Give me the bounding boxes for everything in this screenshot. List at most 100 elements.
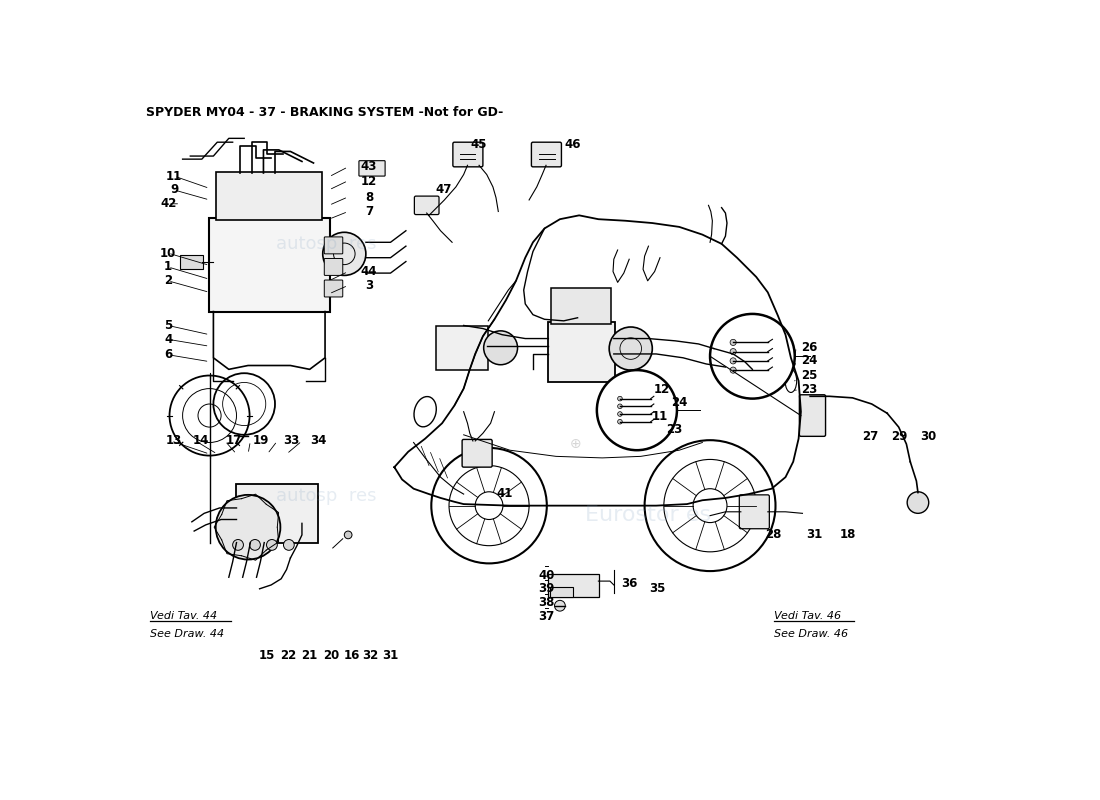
Text: 36: 36 [621, 578, 638, 590]
Text: 22: 22 [280, 649, 297, 662]
Text: 26: 26 [801, 341, 817, 354]
Text: 8: 8 [365, 190, 373, 203]
Text: 10: 10 [161, 246, 176, 259]
Text: See Draw. 44: See Draw. 44 [151, 630, 224, 639]
Text: 19: 19 [253, 434, 270, 447]
FancyBboxPatch shape [415, 196, 439, 214]
Text: 41: 41 [496, 487, 513, 500]
Text: 1: 1 [164, 260, 173, 273]
FancyBboxPatch shape [739, 495, 769, 529]
FancyBboxPatch shape [800, 394, 825, 436]
Text: 31: 31 [806, 528, 823, 541]
Text: 24: 24 [801, 354, 817, 367]
Circle shape [597, 370, 676, 450]
FancyBboxPatch shape [179, 255, 202, 270]
Text: 12: 12 [653, 383, 670, 396]
Circle shape [618, 404, 623, 409]
FancyBboxPatch shape [324, 280, 343, 297]
Text: 12: 12 [361, 174, 377, 187]
Text: 44: 44 [361, 265, 377, 278]
Text: 18: 18 [840, 528, 857, 541]
Circle shape [284, 539, 295, 550]
Circle shape [618, 396, 623, 401]
Text: autosp  res: autosp res [276, 487, 377, 506]
Circle shape [730, 339, 736, 346]
Text: 16: 16 [344, 649, 360, 662]
Text: 39: 39 [539, 582, 556, 595]
Text: 31: 31 [382, 649, 398, 662]
FancyBboxPatch shape [462, 439, 492, 467]
Text: 27: 27 [862, 430, 879, 443]
FancyBboxPatch shape [436, 326, 487, 370]
FancyBboxPatch shape [551, 288, 611, 324]
Text: 46: 46 [564, 138, 581, 150]
Text: Eurostor es: Eurostor es [585, 505, 712, 525]
Text: SPYDER MY04 - 37 - BRAKING SYSTEM -Not for GD-: SPYDER MY04 - 37 - BRAKING SYSTEM -Not f… [146, 106, 504, 119]
Text: 2: 2 [164, 274, 173, 287]
FancyBboxPatch shape [209, 218, 330, 312]
Text: 30: 30 [920, 430, 936, 443]
Text: 28: 28 [766, 528, 782, 541]
Text: 32: 32 [363, 649, 378, 662]
Text: 9: 9 [170, 183, 178, 196]
Text: 25: 25 [801, 369, 817, 382]
Text: See Draw. 46: See Draw. 46 [773, 630, 848, 639]
FancyBboxPatch shape [235, 484, 318, 543]
FancyBboxPatch shape [324, 237, 343, 254]
FancyBboxPatch shape [453, 142, 483, 167]
Text: 34: 34 [310, 434, 327, 447]
Text: 23: 23 [801, 383, 817, 396]
Text: 5: 5 [164, 318, 173, 332]
FancyBboxPatch shape [217, 172, 322, 220]
Text: 45: 45 [471, 138, 487, 150]
Text: ⊕: ⊕ [570, 437, 581, 451]
Circle shape [618, 419, 623, 424]
Circle shape [609, 327, 652, 370]
Text: 42: 42 [160, 198, 176, 210]
Text: 4: 4 [164, 333, 173, 346]
Text: 15: 15 [260, 649, 275, 662]
Text: 29: 29 [891, 430, 908, 443]
Circle shape [266, 539, 277, 550]
Text: 14: 14 [192, 434, 209, 447]
Circle shape [250, 539, 261, 550]
FancyBboxPatch shape [324, 258, 343, 275]
Text: 47: 47 [436, 183, 452, 196]
Text: 40: 40 [539, 569, 556, 582]
Text: 33: 33 [283, 434, 299, 447]
Circle shape [344, 531, 352, 538]
Text: Vedi Tav. 46: Vedi Tav. 46 [773, 611, 840, 621]
Text: 23: 23 [666, 423, 682, 436]
Text: 11: 11 [166, 170, 183, 182]
Circle shape [730, 358, 736, 364]
Circle shape [711, 314, 794, 398]
FancyBboxPatch shape [548, 574, 600, 598]
Circle shape [484, 331, 518, 365]
Circle shape [233, 539, 243, 550]
Text: 11: 11 [651, 410, 668, 423]
FancyBboxPatch shape [548, 322, 615, 382]
Circle shape [322, 232, 366, 275]
Circle shape [618, 412, 623, 416]
Circle shape [730, 349, 736, 354]
Circle shape [908, 492, 928, 514]
Circle shape [730, 367, 736, 373]
Text: 7: 7 [365, 205, 373, 218]
Circle shape [554, 600, 565, 611]
FancyBboxPatch shape [359, 161, 385, 176]
Text: 20: 20 [322, 649, 339, 662]
Text: 13: 13 [166, 434, 183, 447]
Text: 38: 38 [539, 596, 556, 609]
Text: 3: 3 [365, 279, 373, 292]
Text: 37: 37 [539, 610, 554, 623]
Text: autosp  res: autosp res [276, 235, 377, 253]
FancyBboxPatch shape [531, 142, 561, 167]
Text: 35: 35 [649, 582, 666, 595]
Text: 17: 17 [226, 434, 242, 447]
Text: 24: 24 [671, 396, 688, 410]
Text: 43: 43 [361, 160, 377, 174]
FancyBboxPatch shape [550, 587, 573, 597]
Text: 21: 21 [301, 649, 318, 662]
Text: Vedi Tav. 44: Vedi Tav. 44 [151, 611, 218, 621]
Text: 6: 6 [164, 348, 173, 362]
